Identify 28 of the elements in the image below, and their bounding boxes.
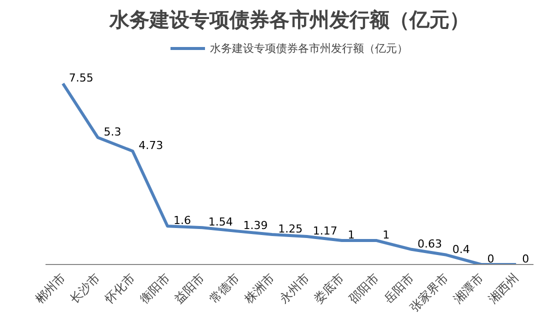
- x-tick-label: 长沙市: [67, 270, 103, 306]
- x-tick-label: 湘西州: [486, 270, 522, 306]
- data-label: 1: [348, 228, 355, 242]
- x-tick-label: 郴州市: [32, 270, 68, 306]
- legend-label: 水务建设专项债券各市州发行额（亿元）: [210, 40, 408, 56]
- x-tick-label: 怀化市: [102, 270, 138, 307]
- data-label: 1.6: [174, 214, 191, 228]
- x-tick-label: 邵阳市: [346, 270, 382, 306]
- data-label: 5.3: [104, 125, 122, 138]
- x-tick-label: 株洲市: [240, 270, 278, 307]
- x-tick-label: 常德市: [206, 270, 242, 306]
- chart-title: 水务建设专项债券各市州发行额（亿元）: [108, 8, 470, 32]
- data-label: 7.55: [68, 72, 94, 85]
- x-tick-label: 娄底市: [311, 270, 347, 306]
- data-label: 0: [522, 252, 530, 266]
- data-label: 4.73: [138, 139, 164, 152]
- data-label: 0.63: [418, 237, 442, 250]
- x-tick-label: 衡阳市: [137, 270, 172, 306]
- data-label: 1.39: [243, 219, 268, 232]
- x-tick-label: 益阳市: [172, 270, 208, 306]
- data-label: 0: [487, 252, 494, 266]
- x-tick-label: 湘潭市: [450, 270, 486, 306]
- data-label: 0.4: [452, 242, 470, 256]
- data-label: 1.54: [208, 216, 233, 229]
- x-tick-label: 永州市: [276, 270, 312, 306]
- data-label: 1.25: [278, 222, 303, 236]
- data-label: 1.17: [312, 224, 338, 238]
- data-label: 1: [382, 228, 390, 242]
